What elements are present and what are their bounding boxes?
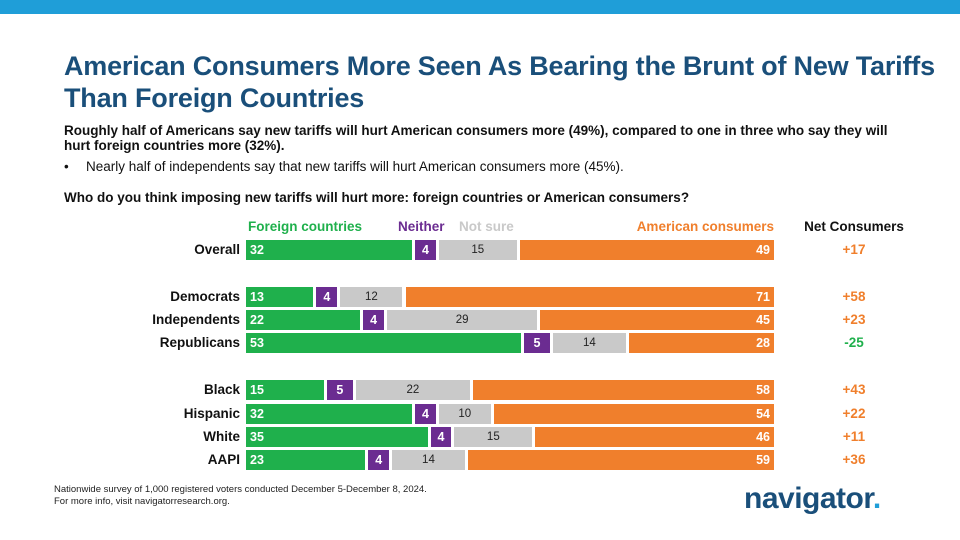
bar-segment-neither: 4 [415, 240, 436, 260]
bar-segment-neither: 4 [430, 427, 452, 447]
bar-segment-notsure: 22 [355, 380, 470, 400]
footnote: Nationwide survey of 1,000 registered vo… [54, 484, 654, 508]
bar-segment-foreign: 35 [246, 427, 428, 447]
bar-segment-foreign: 15 [246, 380, 324, 400]
bar-segment-foreign: 22 [246, 310, 361, 330]
net-consumers-value: -25 [844, 335, 864, 350]
bar-segment-foreign: 23 [246, 450, 366, 470]
bar-segment-foreign: 32 [246, 240, 413, 260]
bar-segment-neither: 4 [316, 287, 338, 307]
legend-foreign: Foreign countries [248, 219, 363, 234]
footnote-line-1: Nationwide survey of 1,000 registered vo… [54, 484, 427, 495]
bar-segment-notsure: 15 [438, 240, 517, 260]
bar-segment-notsure: 10 [438, 404, 491, 424]
bullet-point: • Nearly half of independents say that ne… [64, 159, 914, 175]
bar-segment-notsure: 29 [386, 310, 538, 330]
bar-segment-consumers: 28 [628, 333, 774, 353]
bullet-icon: • [64, 159, 69, 174]
bar-segment-consumers: 46 [535, 427, 774, 447]
bar-segment-neither: 5 [326, 380, 353, 400]
row-label: Republicans [159, 335, 240, 350]
net-consumers-value: +11 [842, 429, 866, 444]
bar-segment-consumers: 58 [472, 380, 774, 400]
net-consumers-value: +23 [842, 312, 866, 327]
bar-segment-notsure: 15 [454, 427, 533, 447]
legend-consumers: American consumers [636, 219, 774, 234]
survey-question: Who do you think imposing new tariffs wi… [64, 190, 690, 205]
bar-segment-neither: 5 [524, 333, 550, 353]
bar-segment-notsure: 14 [553, 333, 626, 353]
logo-text: navigator [744, 482, 873, 515]
legend-neither: Neither [398, 219, 445, 234]
bar-segment-consumers: 59 [467, 450, 774, 470]
logo-dot: . [872, 482, 881, 515]
bar-segment-neither: 4 [363, 310, 384, 330]
page-title: American Consumers More Seen As Bearing … [64, 51, 935, 113]
bar-segment-consumers: 54 [493, 404, 774, 424]
top-accent-bar [0, 0, 960, 14]
net-consumers-header: Net Consumers [804, 219, 904, 234]
row-label: White [203, 429, 240, 444]
bar-segment-foreign: 53 [246, 333, 522, 353]
row-label: Black [203, 382, 240, 397]
page-subtitle: Roughly half of Americans say new tariff… [64, 123, 888, 153]
bar-segment-foreign: 32 [246, 404, 413, 424]
row-label: Hispanic [183, 406, 240, 421]
net-consumers-value: +17 [842, 242, 866, 257]
row-label: AAPI [207, 452, 240, 467]
bar-segment-neither: 4 [415, 404, 436, 424]
footnote-line-2: For more info, visit navigatorresearch.o… [54, 496, 230, 507]
row-label: Democrats [170, 289, 240, 304]
bar-segment-consumers: 71 [405, 287, 774, 307]
net-consumers-value: +36 [842, 452, 866, 467]
legend-notsure: Not sure [459, 219, 514, 234]
net-consumers-value: +43 [842, 382, 866, 397]
bullet-text: Nearly half of independents say that new… [86, 159, 624, 174]
bar-segment-foreign: 13 [246, 287, 314, 307]
bar-segment-consumers: 45 [540, 310, 774, 330]
row-label: Independents [152, 312, 240, 327]
net-consumers-value: +58 [842, 289, 866, 304]
bar-segment-neither: 4 [368, 450, 390, 470]
bar-segment-notsure: 14 [392, 450, 465, 470]
navigator-logo: navigator. [744, 482, 881, 516]
bar-segment-notsure: 12 [340, 287, 403, 307]
row-label: Overall [194, 242, 240, 257]
bar-segment-consumers: 49 [519, 240, 774, 260]
net-consumers-value: +22 [842, 406, 866, 421]
